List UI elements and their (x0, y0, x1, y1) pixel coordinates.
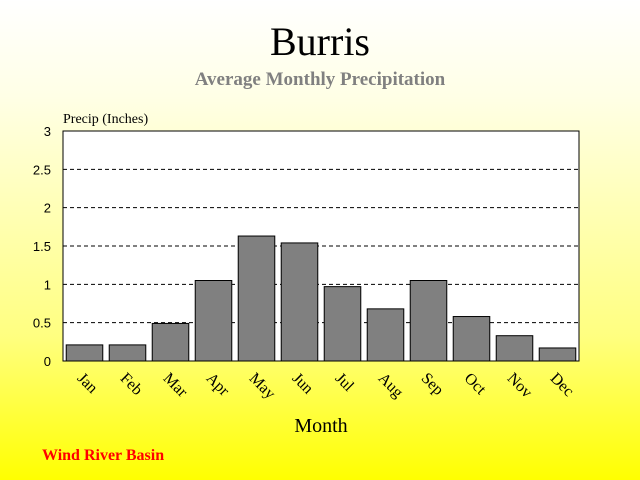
bar-jan (65, 344, 104, 362)
y-tick-label: 1.5 (33, 239, 51, 254)
x-tick-label-mar: Mar (160, 370, 191, 401)
x-tick-label-aug: Aug (375, 370, 407, 402)
x-tick-label-sep: Sep (418, 370, 447, 399)
footer-label: Wind River Basin (42, 447, 164, 464)
y-axis-label: Precip (Inches) (63, 112, 148, 127)
x-tick-label-jul: Jul (332, 370, 358, 396)
y-tick-label: 2 (44, 201, 51, 216)
x-tick-label-jan: Jan (74, 370, 101, 397)
chart-subtitle: Average Monthly Precipitation (195, 69, 446, 90)
y-tick-label: 3 (44, 124, 51, 139)
bar-oct (452, 316, 491, 362)
chart-title: Burris (270, 19, 370, 64)
bar-may (237, 235, 276, 362)
bar-jul (323, 286, 362, 362)
bar-nov (495, 335, 534, 362)
y-tick-label: 0 (44, 354, 51, 369)
bar-jun (280, 242, 319, 362)
bar-mar (151, 322, 190, 362)
x-tick-label-feb: Feb (117, 370, 146, 399)
x-tick-label-jun: Jun (289, 370, 317, 398)
bar-aug (366, 308, 405, 362)
x-axis-label: Month (294, 415, 347, 437)
bar-sep (409, 280, 448, 362)
x-tick-label-apr: Apr (203, 370, 233, 400)
x-tick-label-nov: Nov (504, 370, 536, 402)
x-tick-label-oct: Oct (461, 370, 490, 399)
y-tick-label: 0.5 (33, 316, 51, 331)
y-tick-label: 1 (44, 277, 51, 292)
x-tick-labels: Jan Feb Mar Apr May Jun Jul Aug Sep Oct Nov Dec (74, 370, 577, 403)
bar-feb (108, 344, 147, 362)
grid-lines (63, 168, 579, 324)
y-tick-labels: 0 0.5 1 1.5 2 2.5 3 (33, 124, 51, 369)
bar-dec (538, 347, 577, 362)
y-tick-label: 2.5 (33, 162, 51, 177)
bar-apr (194, 280, 233, 362)
bars-group (65, 235, 577, 362)
x-tick-label-dec: Dec (547, 370, 577, 400)
x-tick-label-may: May (246, 370, 279, 403)
